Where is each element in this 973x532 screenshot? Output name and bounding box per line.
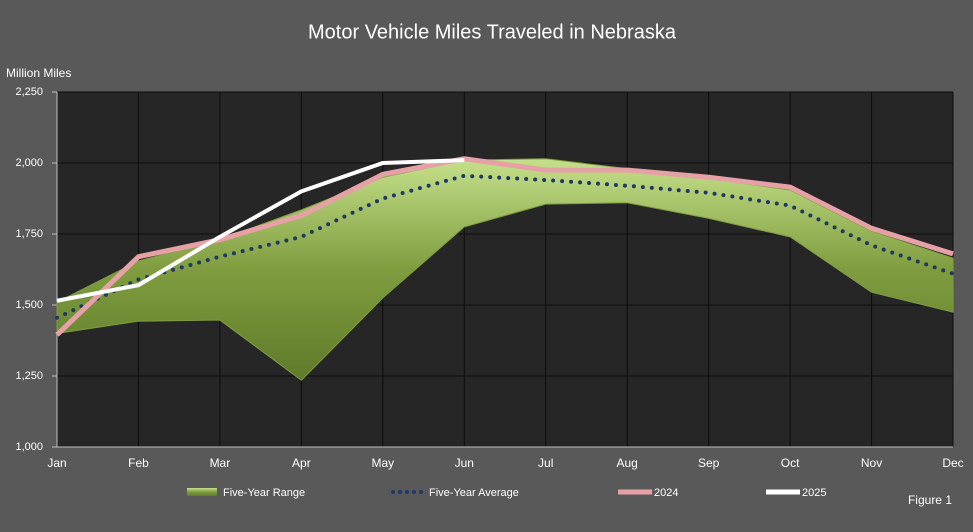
series-line — [55, 173, 955, 320]
y-tick-label: 1,000 — [15, 441, 43, 453]
y-axis-label: Million Miles — [6, 66, 71, 80]
x-tick-label: Dec — [942, 456, 963, 470]
x-tick-label: Jun — [455, 456, 474, 470]
x-tick-label: Jul — [538, 456, 553, 470]
range-area — [56, 158, 954, 381]
chart-title: Motor Vehicle Miles Traveled in Nebraska — [308, 21, 677, 43]
x-tick-label: Mar — [210, 456, 231, 470]
x-tick-label: May — [371, 456, 394, 470]
x-tick-label: Feb — [128, 456, 149, 470]
x-tick-label: Apr — [292, 456, 311, 470]
x-tick-label: Aug — [617, 456, 638, 470]
x-tick-label: Oct — [781, 456, 800, 470]
y-tick-label: 2,250 — [15, 86, 43, 98]
x-tick-label: Nov — [861, 456, 882, 470]
series-line — [56, 158, 465, 303]
legend-label: Five-Year Average — [429, 487, 519, 499]
x-tick-label: Jan — [47, 456, 66, 470]
legend-label: 2025 — [802, 487, 826, 499]
x-tick-label: Sep — [698, 456, 720, 470]
legend-swatch — [187, 488, 217, 496]
series-line — [55, 156, 954, 337]
y-tick-label: 1,750 — [15, 228, 43, 240]
legend-label: Five-Year Range — [223, 487, 305, 499]
y-tick-label: 1,250 — [15, 370, 43, 382]
y-tick-label: 1,500 — [15, 299, 43, 311]
legend-label: 2024 — [654, 487, 678, 499]
annotation: Figure 1 — [908, 493, 952, 507]
y-tick-label: 2,000 — [15, 157, 43, 169]
